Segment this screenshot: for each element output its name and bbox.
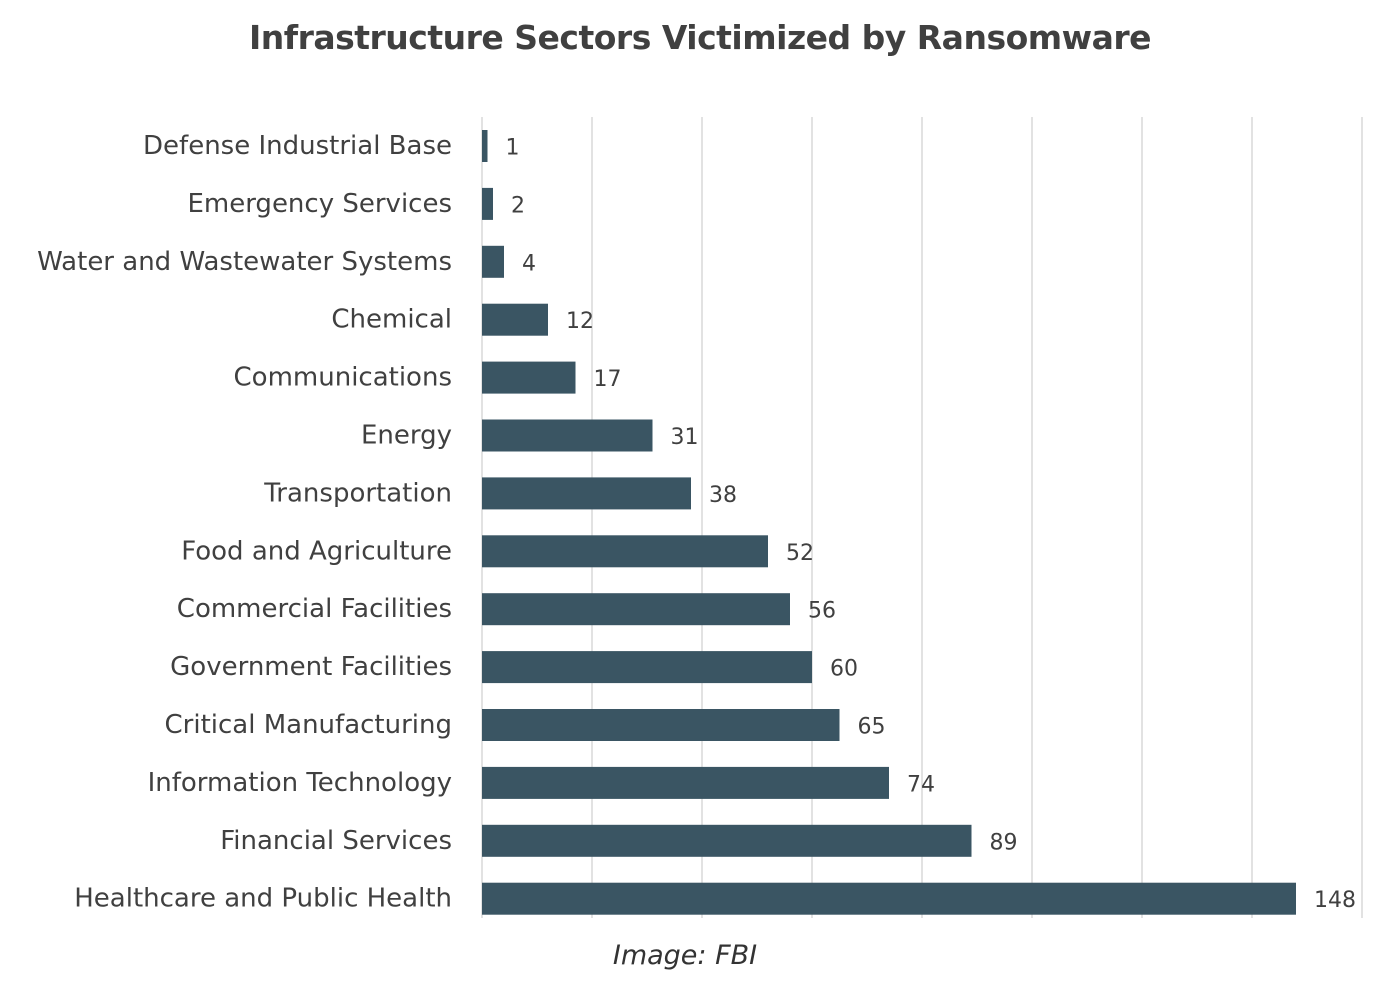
category-label: Chemical [331, 305, 452, 335]
bar [482, 882, 1296, 915]
bar [482, 477, 691, 510]
value-label: 2 [511, 193, 525, 218]
category-label: Emergency Services [187, 189, 452, 219]
bar [482, 651, 812, 684]
category-labels: Defense Industrial Base Emergency Service… [37, 131, 452, 914]
bar [482, 187, 493, 220]
image-caption: Image: FBI [612, 940, 758, 971]
value-label: 148 [1314, 888, 1356, 913]
bar [482, 535, 768, 568]
category-label: Energy [361, 421, 452, 451]
bar [482, 245, 504, 278]
value-label: 31 [671, 425, 699, 450]
value-label: 74 [907, 772, 935, 797]
value-label: 12 [566, 309, 594, 334]
value-label: 4 [522, 251, 536, 276]
value-label: 60 [830, 657, 858, 682]
category-label: Food and Agriculture [181, 536, 452, 566]
bar [482, 593, 790, 626]
category-label: Communications [234, 363, 452, 393]
category-label: Financial Services [220, 826, 452, 856]
value-label: 56 [808, 599, 836, 624]
bar [482, 130, 488, 162]
value-label: 65 [858, 715, 886, 740]
value-label: 1 [506, 136, 520, 161]
value-label: 17 [594, 367, 622, 392]
category-label: Information Technology [148, 768, 452, 798]
category-label: Transportation [263, 478, 452, 508]
category-label: Defense Industrial Base [143, 131, 452, 161]
bar [482, 766, 889, 799]
value-label: 89 [990, 830, 1018, 855]
bar [482, 824, 972, 857]
category-label: Government Facilities [170, 652, 452, 682]
category-label: Commercial Facilities [177, 594, 452, 624]
category-label: Healthcare and Public Health [74, 884, 452, 914]
value-label: 38 [709, 483, 737, 508]
bar [482, 303, 548, 336]
bar [482, 361, 576, 394]
chart-title: Infrastructure Sectors Victimized by Ran… [248, 18, 1152, 57]
category-label: Critical Manufacturing [165, 710, 452, 740]
category-label: Water and Wastewater Systems [37, 247, 452, 277]
value-label: 52 [786, 541, 814, 566]
bars [482, 130, 1296, 915]
bar [482, 419, 653, 452]
bar [482, 709, 840, 741]
